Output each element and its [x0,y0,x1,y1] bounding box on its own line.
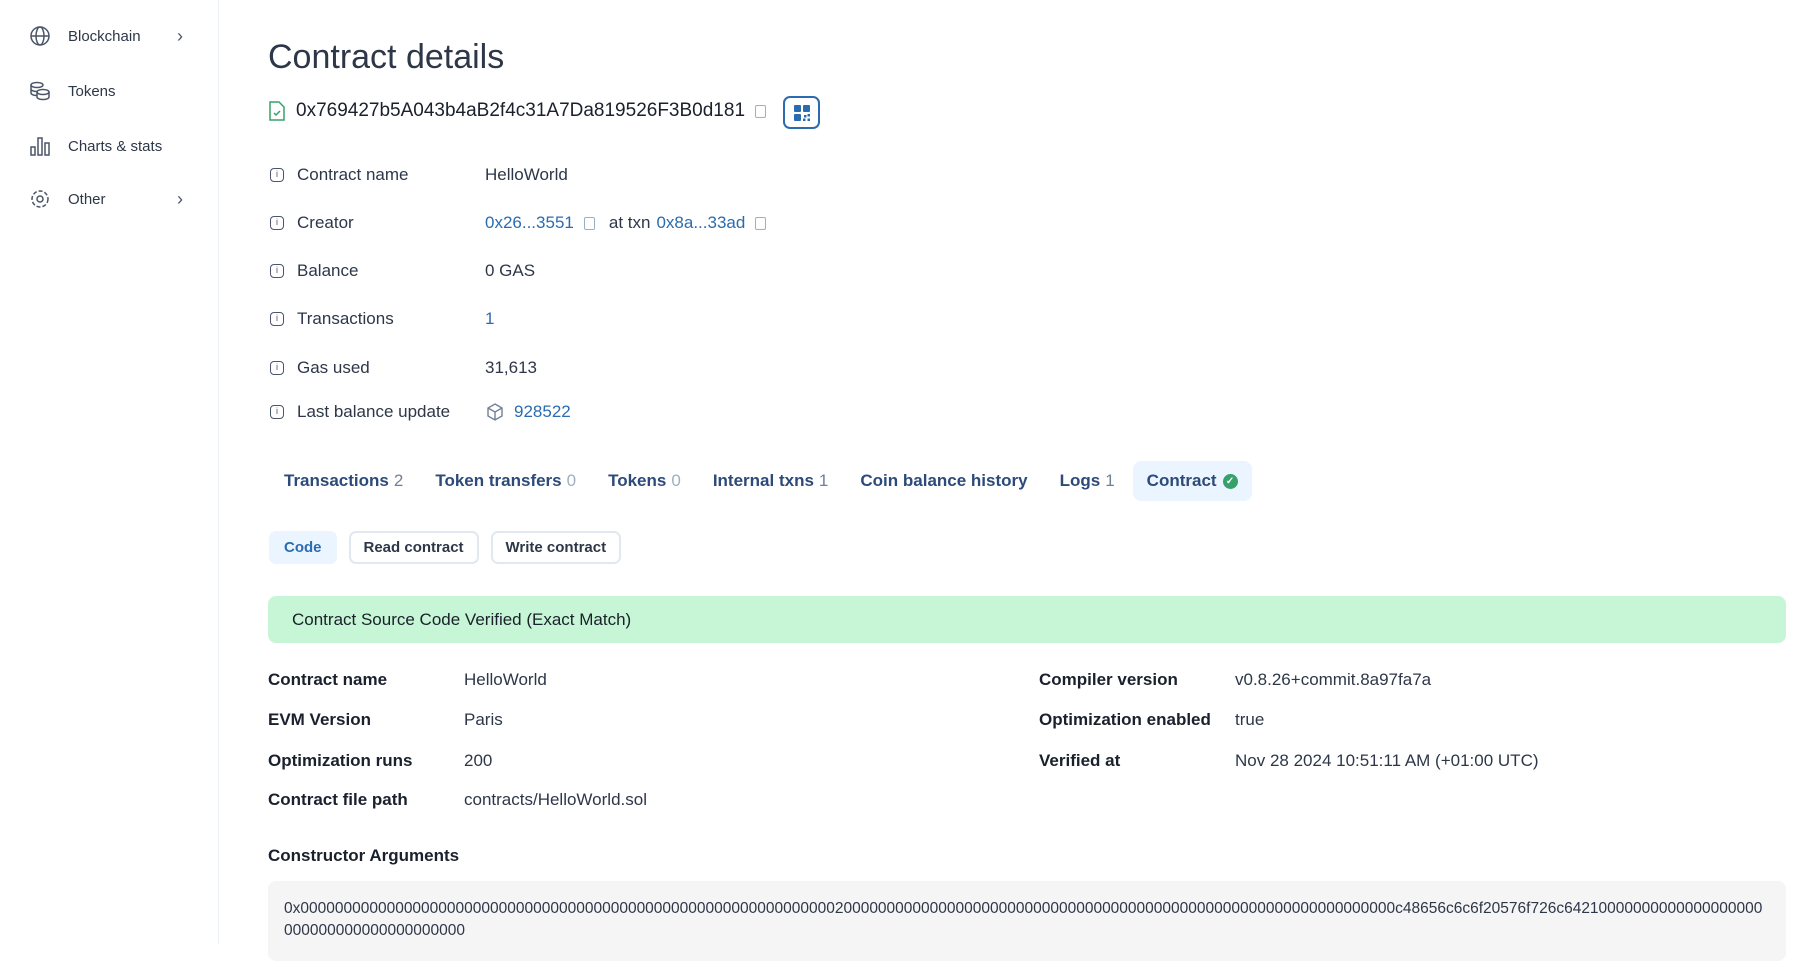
creation-txn-link[interactable]: 0x8a...33ad [656,213,746,232]
info-key: Compiler version [1039,670,1178,689]
block-cube-icon [487,403,503,421]
copy-icon[interactable] [583,216,595,230]
tab-internal-txns[interactable]: Internal txns 1 [699,461,843,501]
tab-logs[interactable]: Logs 1 [1046,461,1129,501]
transactions-count-link[interactable]: 1 [485,309,495,328]
detail-transactions: i Transactions 1 [270,307,494,331]
info-icon[interactable]: i [270,264,284,278]
value: HelloWorld [485,165,568,184]
at-txn-label: at txn [608,213,651,232]
copy-icon[interactable] [755,216,767,230]
sidebar-item-label: Blockchain [68,27,141,45]
tab-contract[interactable]: Contract ✓ [1132,461,1252,501]
info-value: true [1235,710,1265,729]
creator-address-link[interactable]: 0x26...3551 [485,213,574,232]
constructor-args-heading: Constructor Arguments [268,846,460,865]
detail-gas-used: i Gas used 31,613 [270,356,537,380]
globe-icon [30,26,50,46]
detail-contract-name: i Contract name HelloWorld [270,163,568,187]
tab-label: Token transfers [435,471,562,490]
tab-bar: Transactions 2 Token transfers 0 Tokens 0 I… [270,461,1256,501]
info-icon[interactable]: i [270,168,284,182]
info-value: 200 [464,751,493,770]
info-key: Verified at [1039,751,1121,770]
tab-label: Contract [1146,471,1217,490]
label: Transactions [297,309,394,328]
info-value: contracts/HelloWorld.sol [464,790,647,809]
info-key: EVM Version [268,710,371,729]
tab-label: Internal txns [712,471,814,490]
tab-count: 0 [566,471,577,490]
constructor-args-value: 0x00000000000000000000000000000000000000… [268,881,1786,961]
info-icon[interactable]: i [270,361,284,375]
sidebar-item-label: Other [68,190,106,208]
tab-count: 1 [818,471,829,490]
info-value: HelloWorld [464,670,547,689]
verified-check-icon: ✓ [1222,473,1238,489]
address-text: 0x769427b5A043b4aB2f4c31A7Da819526F3B0d1… [296,100,746,121]
sidebar-item-label: Tokens [68,82,116,100]
sidebar-item-other[interactable]: Other › [28,179,193,219]
chevron-right-icon: › [177,188,183,209]
info-icon[interactable]: i [270,312,284,326]
gear-icon [31,190,49,208]
info-key: Optimization enabled [1039,710,1211,729]
sidebar-item-blockchain[interactable]: Blockchain › [28,16,193,56]
info-value: v0.8.26+commit.8a97fa7a [1235,670,1432,689]
contract-address: 0x769427b5A043b4aB2f4c31A7Da819526F3B0d1… [268,100,767,122]
sidebar-item-label: Charts & stats [68,137,163,155]
tab-transactions[interactable]: Transactions 2 [270,461,417,501]
tab-label: Transactions [284,471,389,490]
sidebar-item-charts-stats[interactable]: Charts & stats [28,126,193,166]
label: Creator [297,213,354,232]
tab-label: Coin balance history [860,471,1028,490]
copy-icon[interactable] [755,104,767,118]
page-title: Contract details [268,38,505,76]
label: Balance [297,261,359,280]
detail-balance: i Balance 0 GAS [270,259,535,283]
info-key: Contract file path [268,790,408,809]
info-value: Paris [464,710,503,729]
subtab-read-contract[interactable]: Read contract [348,531,479,564]
subtab-write-contract[interactable]: Write contract [490,531,622,564]
info-value: Nov 28 2024 10:51:11 AM (+01:00 UTC) [1235,751,1539,770]
label: Gas used [297,358,370,377]
qr-code-icon [793,104,810,121]
sidebar: Blockchain › Tokens Charts & stats Other… [0,0,219,944]
tab-coin-balance-history[interactable]: Coin balance history [846,461,1041,501]
tab-label: Logs [1059,471,1101,490]
info-key: Optimization runs [268,751,413,770]
qr-code-button[interactable] [783,96,820,129]
tab-count: 2 [393,471,404,490]
tab-count: 0 [671,471,681,490]
detail-last-balance-update: i Last balance update 928522 [270,400,571,424]
tab-tokens[interactable]: Tokens 0 [594,461,695,501]
block-link[interactable]: 928522 [514,402,571,421]
info-icon[interactable]: i [270,216,284,230]
label: Last balance update [297,402,451,421]
sidebar-item-tokens[interactable]: Tokens [28,71,193,111]
chevron-right-icon: › [177,25,183,46]
coins-icon [30,81,50,101]
label: Contract name [297,165,409,184]
info-key: Contract name [268,670,388,689]
tab-label: Tokens [608,471,667,490]
contract-subtabs: Code Read contract Write contract [269,531,633,564]
detail-creator: i Creator 0x26...3551 at txn 0x8a...33ad [270,211,767,235]
subtab-code[interactable]: Code [269,531,337,564]
info-icon[interactable]: i [270,405,284,419]
value: 31,613 [485,358,537,377]
value: 0 GAS [485,261,536,280]
verified-contract-icon [269,101,285,121]
bar-chart-icon [30,137,50,156]
tab-count: 1 [1105,471,1115,490]
tab-token-transfers[interactable]: Token transfers 0 [421,461,590,501]
verified-banner: Contract Source Code Verified (Exact Mat… [268,596,1786,643]
